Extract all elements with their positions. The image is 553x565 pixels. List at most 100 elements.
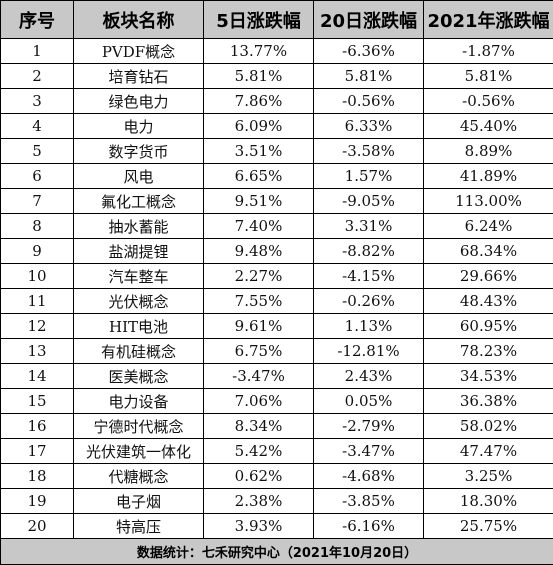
cell-sector-name: 电力 (74, 114, 204, 139)
cell-sector-name: 抽水蓄能 (74, 214, 204, 239)
cell-20day-change: -0.26% (314, 289, 424, 314)
cell-2021-change: 5.81% (424, 64, 553, 89)
header-2021-change: 2021年涨跌幅 (424, 1, 553, 39)
cell-5day-change: 7.40% (204, 214, 314, 239)
cell-20day-change: 2.43% (314, 364, 424, 389)
cell-20day-change: -6.36% (314, 39, 424, 64)
cell-index: 13 (1, 339, 74, 364)
cell-20day-change: -2.79% (314, 414, 424, 439)
cell-index: 7 (1, 189, 74, 214)
cell-20day-change: -6.16% (314, 514, 424, 539)
cell-5day-change: 5.42% (204, 439, 314, 464)
cell-2021-change: 41.89% (424, 164, 553, 189)
cell-5day-change: 5.81% (204, 64, 314, 89)
cell-5day-change: 7.55% (204, 289, 314, 314)
cell-sector-name: 光伏建筑一体化 (74, 439, 204, 464)
cell-index: 9 (1, 239, 74, 264)
cell-sector-name: 宁德时代概念 (74, 414, 204, 439)
cell-20day-change: -4.68% (314, 464, 424, 489)
cell-2021-change: 18.30% (424, 489, 553, 514)
cell-2021-change: 8.89% (424, 139, 553, 164)
cell-20day-change: 1.13% (314, 314, 424, 339)
cell-sector-name: 汽车整车 (74, 264, 204, 289)
cell-sector-name: PVDF概念 (74, 39, 204, 64)
cell-index: 11 (1, 289, 74, 314)
cell-5day-change: 8.34% (204, 414, 314, 439)
cell-20day-change: -12.81% (314, 339, 424, 364)
cell-20day-change: 1.57% (314, 164, 424, 189)
cell-2021-change: 47.47% (424, 439, 553, 464)
cell-2021-change: 58.02% (424, 414, 553, 439)
cell-20day-change: -3.85% (314, 489, 424, 514)
header-index: 序号 (1, 1, 74, 39)
cell-5day-change: 6.75% (204, 339, 314, 364)
cell-20day-change: -3.47% (314, 439, 424, 464)
cell-5day-change: 6.09% (204, 114, 314, 139)
cell-index: 10 (1, 264, 74, 289)
cell-sector-name: 光伏概念 (74, 289, 204, 314)
cell-index: 14 (1, 364, 74, 389)
cell-index: 2 (1, 64, 74, 89)
cell-2021-change: 36.38% (424, 389, 553, 414)
cell-20day-change: 0.05% (314, 389, 424, 414)
data-source-note: 数据统计：七禾研究中心（2021年10月20日） (1, 539, 553, 565)
cell-5day-change: 0.62% (204, 464, 314, 489)
header-sector-name: 板块名称 (74, 1, 204, 39)
cell-2021-change: 3.25% (424, 464, 553, 489)
cell-index: 3 (1, 89, 74, 114)
cell-2021-change: -0.56% (424, 89, 553, 114)
cell-sector-name: 电力设备 (74, 389, 204, 414)
cell-2021-change: 113.00% (424, 189, 553, 214)
cell-2021-change: 60.95% (424, 314, 553, 339)
cell-20day-change: -4.15% (314, 264, 424, 289)
cell-sector-name: 盐湖提锂 (74, 239, 204, 264)
cell-20day-change: -8.82% (314, 239, 424, 264)
header-5day-change: 5日涨跌幅 (204, 1, 314, 39)
cell-index: 15 (1, 389, 74, 414)
cell-20day-change: 5.81% (314, 64, 424, 89)
cell-5day-change: 6.65% (204, 164, 314, 189)
cell-5day-change: -3.47% (204, 364, 314, 389)
cell-index: 17 (1, 439, 74, 464)
cell-5day-change: 3.51% (204, 139, 314, 164)
cell-2021-change: 34.53% (424, 364, 553, 389)
cell-index: 1 (1, 39, 74, 64)
cell-5day-change: 3.93% (204, 514, 314, 539)
cell-sector-name: 医美概念 (74, 364, 204, 389)
cell-5day-change: 9.51% (204, 189, 314, 214)
cell-5day-change: 2.38% (204, 489, 314, 514)
cell-sector-name: 代糖概念 (74, 464, 204, 489)
cell-2021-change: 78.23% (424, 339, 553, 364)
cell-20day-change: -0.56% (314, 89, 424, 114)
cell-2021-change: 6.24% (424, 214, 553, 239)
cell-sector-name: 风电 (74, 164, 204, 189)
cell-5day-change: 9.61% (204, 314, 314, 339)
header-20day-change: 20日涨跌幅 (314, 1, 424, 39)
cell-index: 20 (1, 514, 74, 539)
cell-2021-change: 48.43% (424, 289, 553, 314)
cell-2021-change: 29.66% (424, 264, 553, 289)
cell-sector-name: 电子烟 (74, 489, 204, 514)
cell-20day-change: -9.05% (314, 189, 424, 214)
cell-index: 8 (1, 214, 74, 239)
cell-index: 6 (1, 164, 74, 189)
footer-row: 数据统计：七禾研究中心（2021年10月20日） (1, 539, 553, 565)
cell-5day-change: 13.77% (204, 39, 314, 64)
cell-index: 4 (1, 114, 74, 139)
cell-20day-change: 6.33% (314, 114, 424, 139)
